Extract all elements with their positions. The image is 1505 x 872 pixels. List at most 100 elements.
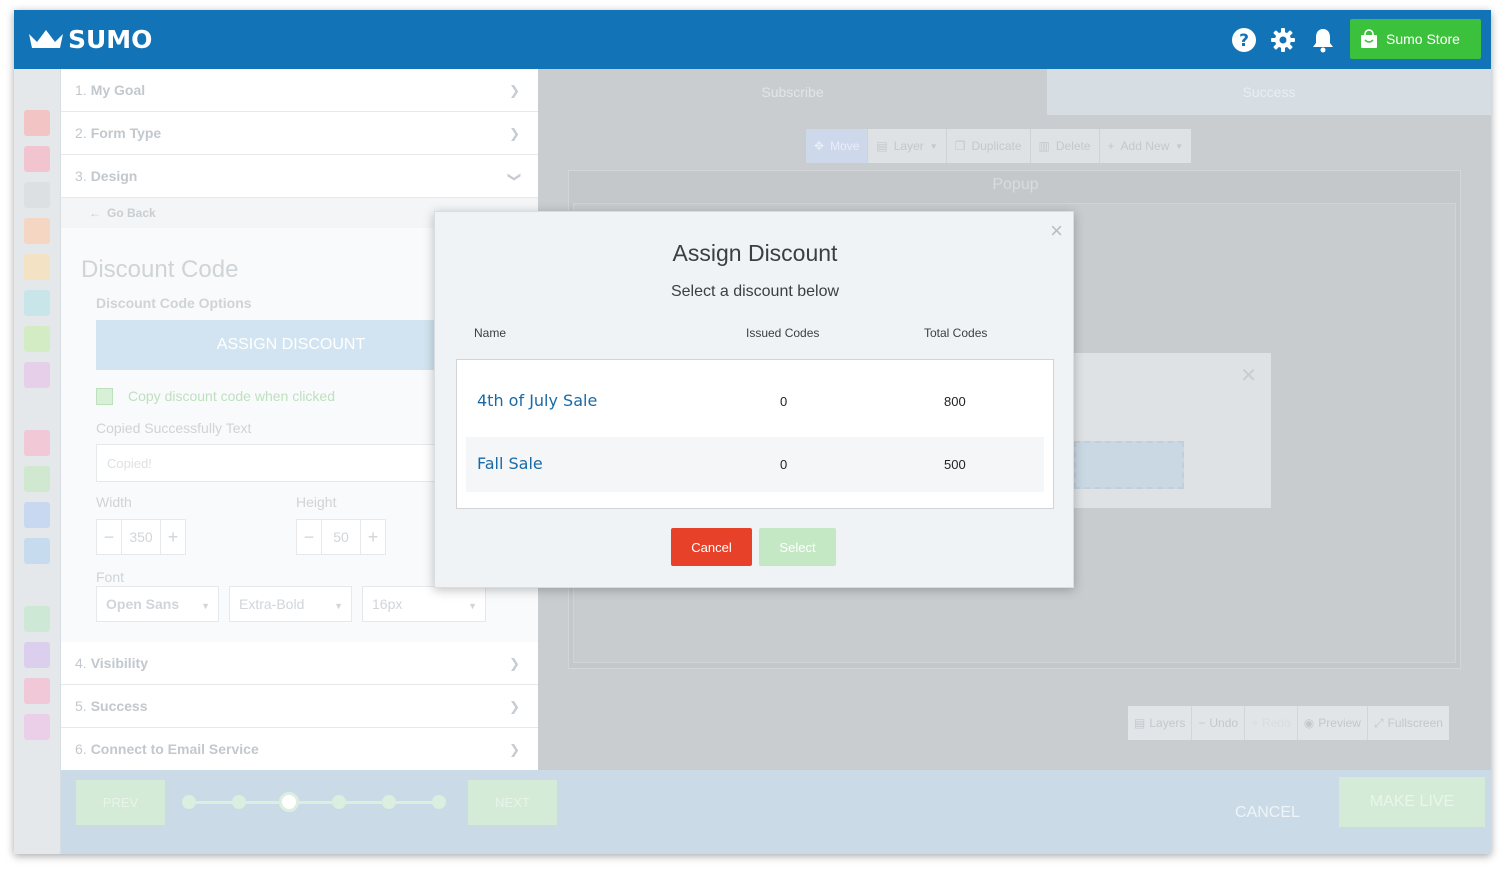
copied-text-input[interactable]: Copied!	[96, 444, 486, 482]
prev-button[interactable]: PREV	[76, 780, 165, 825]
svg-text:?: ?	[1239, 31, 1249, 51]
plus-icon[interactable]: +	[167, 526, 179, 547]
duplicate-button[interactable]: ❐ Duplicate	[947, 129, 1031, 163]
total-codes: 800	[944, 394, 966, 409]
progress-dot[interactable]	[382, 795, 396, 809]
arrow-left-icon: ←	[89, 206, 101, 220]
rail-spinner-icon[interactable]	[24, 430, 50, 456]
step-design[interactable]: 3. Design ❯	[61, 155, 538, 198]
make-live-button[interactable]: MAKE LIVE	[1339, 777, 1485, 827]
rail-field-icon[interactable]	[24, 326, 50, 352]
rail-chart-icon[interactable]	[24, 606, 50, 632]
progress-dot[interactable]	[232, 795, 246, 809]
expand-icon: ⤢	[1373, 715, 1384, 730]
rail-form-icon[interactable]	[24, 110, 50, 136]
font-weight-select[interactable]: Extra-Bold ▼	[229, 586, 352, 622]
close-icon[interactable]: ×	[1050, 218, 1063, 243]
rail-link-icon[interactable]	[24, 642, 50, 668]
height-stepper[interactable]: − 50 +	[296, 519, 386, 555]
element-icon-rail	[14, 69, 61, 854]
redo-button[interactable]: + Redo	[1245, 706, 1298, 740]
rail-button-icon[interactable]	[24, 218, 50, 244]
sumo-store-button[interactable]: Sumo Store	[1350, 19, 1481, 59]
chevron-right-icon: ❯	[509, 656, 520, 671]
rail-star-icon[interactable]	[24, 502, 50, 528]
step-form-type[interactable]: 2. Form Type ❯	[61, 112, 538, 155]
duplicate-label: Duplicate	[971, 139, 1022, 153]
copy-code-label: Copy discount code when clicked	[128, 388, 336, 404]
footer-cancel-button[interactable]: CANCEL	[1235, 804, 1300, 821]
modal-select-button[interactable]: Select	[759, 528, 836, 566]
chevron-right-icon: ❯	[509, 83, 520, 98]
gear-icon[interactable]	[1270, 27, 1296, 53]
minus-icon[interactable]: −	[303, 526, 315, 547]
progress-dot[interactable]	[182, 795, 196, 809]
fullscreen-button[interactable]: ⤢ Fullscreen	[1368, 706, 1449, 740]
step-success[interactable]: 5. Success ❯	[61, 685, 538, 728]
rail-video-icon[interactable]	[24, 290, 50, 316]
progress-dot[interactable]	[432, 795, 446, 809]
tab-success[interactable]: Success	[1047, 69, 1491, 115]
progress-dot-current[interactable]	[279, 792, 299, 812]
duplicate-icon: ❐	[954, 139, 966, 153]
step-label: Connect to Email Service	[90, 741, 259, 757]
tab-subscribe[interactable]: Subscribe	[538, 69, 1047, 115]
width-value[interactable]: 350	[121, 520, 161, 554]
copy-code-checkbox[interactable]	[96, 388, 113, 405]
add-new-label: Add New	[1120, 139, 1170, 153]
rail-shape-icon[interactable]	[24, 714, 50, 740]
step-number: 5.	[75, 698, 87, 714]
modal-cancel-button[interactable]: Cancel	[671, 528, 752, 566]
delete-button[interactable]: ▥ Delete	[1031, 129, 1100, 163]
step-visibility[interactable]: 4. Visibility ❯	[61, 642, 538, 685]
height-value[interactable]: 50	[321, 520, 361, 554]
progress-dot[interactable]	[332, 795, 346, 809]
undo-label: Undo	[1209, 716, 1239, 730]
layers-button[interactable]: ▤ Layers	[1128, 706, 1193, 740]
discount-list: 4th of July Sale 0 800 Fall Sale 0 500	[456, 359, 1054, 509]
font-size-select[interactable]: 16px ▼	[362, 586, 486, 622]
move-button[interactable]: ✥ Move	[806, 129, 869, 163]
rail-timer-icon[interactable]	[24, 182, 50, 208]
bell-icon[interactable]	[1310, 27, 1336, 53]
discount-name[interactable]: 4th of July Sale	[477, 391, 598, 410]
popup-preview-card: ✕	[1074, 353, 1271, 508]
sumo-logo[interactable]: SUMO	[28, 24, 152, 54]
rail-layout-icon[interactable]	[24, 538, 50, 564]
discount-row[interactable]: Fall Sale 0 500	[466, 437, 1044, 492]
rail-image-icon[interactable]	[24, 146, 50, 172]
font-size-value: 16px	[372, 596, 403, 612]
undo-button[interactable]: − Undo	[1192, 706, 1246, 740]
rail-text-icon[interactable]	[24, 254, 50, 280]
discount-row[interactable]: 4th of July Sale 0 800	[466, 374, 1044, 429]
help-icon[interactable]: ?	[1231, 27, 1257, 53]
go-back-link[interactable]: ← Go Back	[61, 198, 538, 228]
close-icon[interactable]: ✕	[1240, 365, 1257, 387]
issued-codes: 0	[780, 394, 788, 409]
chevron-right-icon: ❯	[509, 699, 520, 714]
discount-code-element[interactable]	[1074, 441, 1184, 489]
minus-icon[interactable]: −	[103, 526, 115, 547]
crown-icon	[29, 30, 63, 48]
rail-social-icon[interactable]	[24, 362, 50, 388]
assign-discount-button[interactable]: ASSIGN DISCOUNT	[96, 320, 486, 370]
redo-icon: +	[1251, 716, 1259, 730]
step-connect-email[interactable]: 6. Connect to Email Service ❯	[61, 728, 538, 771]
add-new-button[interactable]: + Add New ▼	[1100, 129, 1192, 163]
font-family-select[interactable]: Open Sans ▼	[96, 586, 219, 622]
plus-icon[interactable]: +	[367, 526, 379, 547]
next-button[interactable]: NEXT	[468, 780, 557, 825]
move-label: Move	[830, 139, 860, 153]
plus-icon: +	[1107, 139, 1115, 153]
step-my-goal[interactable]: 1. My Goal ❯	[61, 69, 538, 112]
preview-button[interactable]: ◉ Preview	[1298, 706, 1368, 740]
rail-discount-icon[interactable]	[24, 466, 50, 492]
eye-icon: ◉	[1303, 716, 1315, 730]
layer-button[interactable]: ▤ Layer ▼	[868, 129, 947, 163]
rail-html-icon[interactable]	[24, 678, 50, 704]
editor-toolbar: ✥ Move ▤ Layer ▼ ❐ Duplicate ▥ Delete + …	[806, 129, 1192, 163]
layer-icon: ▤	[876, 139, 888, 153]
width-stepper[interactable]: − 350 +	[96, 519, 186, 555]
discount-name[interactable]: Fall Sale	[477, 454, 543, 473]
layers-label: Layers	[1149, 716, 1186, 730]
